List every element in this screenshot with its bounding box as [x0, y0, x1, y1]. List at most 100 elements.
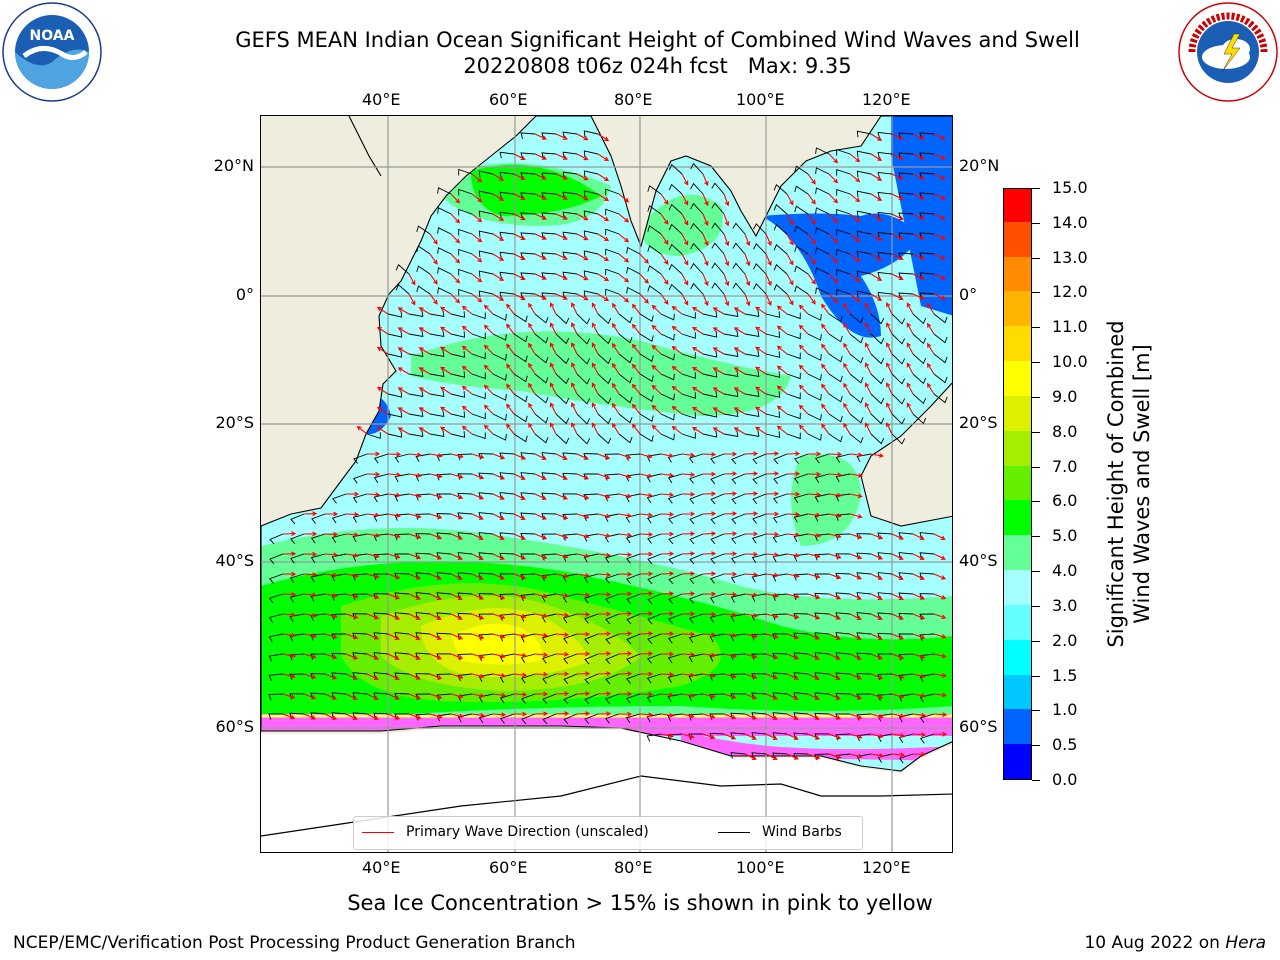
wind-barb: [711, 222, 725, 235]
wind-barb: [730, 693, 746, 700]
wave-direction-arrow: [744, 572, 759, 577]
wave-direction-arrow: [807, 293, 816, 305]
wind-barb: [639, 353, 654, 363]
wind-barb: [499, 693, 515, 704]
wind-barb: [458, 288, 473, 296]
wind-barb: [499, 191, 515, 199]
wave-direction-arrow: [513, 692, 528, 697]
wind-barb: [584, 633, 599, 645]
wave-direction-arrow: [744, 273, 751, 287]
wind-barb: [555, 393, 570, 405]
wave-direction-arrow: [576, 533, 590, 539]
wind-barb: [919, 292, 935, 299]
wind-barb: [828, 433, 843, 443]
wind-barb: [856, 632, 872, 639]
wind-barb: [583, 210, 599, 217]
wind-barb: [689, 573, 704, 585]
wind-barb: [877, 632, 893, 640]
wave-direction-arrow: [661, 531, 675, 537]
wave-direction-arrow: [671, 305, 683, 315]
wave-direction-arrow: [631, 383, 641, 395]
wind-barb: [541, 132, 557, 139]
wave-direction-arrow: [303, 693, 317, 700]
wave-direction-arrow: [933, 533, 946, 540]
wind-barb: [919, 572, 935, 580]
wave-direction-arrow: [870, 453, 884, 458]
wave-direction-arrow: [870, 153, 883, 161]
wave-direction-arrow: [555, 651, 570, 657]
wind-barb: [786, 412, 801, 420]
wind-barb: [793, 732, 809, 740]
wave-direction-arrow: [733, 407, 746, 415]
wave-direction-arrow: [702, 733, 716, 740]
wind-barb: [395, 284, 410, 295]
wave-direction-arrow: [891, 713, 905, 719]
wind-barb: [870, 353, 885, 365]
wave-direction-arrow: [492, 673, 506, 678]
wind-barb: [836, 148, 851, 156]
wave-direction-arrow: [461, 385, 473, 395]
wind-barb: [583, 573, 599, 583]
wave-direction-arrow: [798, 404, 809, 415]
wave-direction-arrow: [440, 306, 452, 315]
wave-direction-arrow: [798, 384, 809, 395]
colorbar-tick: [1032, 292, 1040, 294]
wave-direction-arrow: [513, 473, 526, 480]
wind-barb: [289, 633, 305, 642]
wind-barb: [626, 593, 641, 605]
colorbar-segment: [1004, 604, 1031, 640]
wind-barb: [702, 411, 718, 418]
wave-direction-arrow: [639, 691, 654, 697]
wave-direction-arrow: [906, 322, 914, 335]
wind-barb: [898, 572, 914, 579]
wind-barb: [744, 390, 760, 398]
wind-barb: [815, 267, 830, 275]
wave-direction-arrow: [631, 303, 641, 315]
wave-direction-arrow: [461, 425, 473, 435]
wind-barb: [646, 493, 662, 503]
wind-barb: [730, 593, 746, 603]
wave-direction-arrow: [408, 553, 422, 560]
wave-direction-arrow: [912, 253, 925, 260]
wind-barb: [429, 430, 445, 438]
wave-direction-arrow: [891, 533, 904, 540]
wind-barb: [751, 593, 767, 602]
wind-barb: [647, 633, 662, 644]
wave-direction-arrow: [618, 293, 630, 303]
wind-barb: [605, 613, 620, 625]
wave-direction-arrow: [618, 453, 632, 460]
wave-direction-arrow: [534, 493, 547, 500]
wave-direction-arrow: [891, 293, 904, 301]
wind-barb: [933, 373, 948, 384]
wind-barb: [744, 310, 760, 318]
wind-barb: [626, 613, 641, 625]
wind-barb: [373, 553, 389, 561]
wave-direction-arrow: [849, 553, 863, 560]
wind-barb: [814, 632, 830, 639]
wave-direction-arrow: [933, 653, 947, 659]
wind-barb: [492, 413, 507, 421]
wave-direction-arrow: [660, 453, 674, 459]
wind-barb: [352, 613, 368, 620]
wave-direction-arrow: [681, 193, 689, 206]
wind-barb: [583, 130, 599, 137]
wind-barb: [513, 313, 528, 323]
wave-direction-arrow: [534, 293, 547, 300]
wind-barb: [877, 211, 893, 219]
wave-direction-arrow: [786, 213, 794, 226]
colorbar-tick-label: 3.0: [1052, 595, 1078, 615]
wind-barb: [394, 473, 410, 483]
wave-direction-arrow: [513, 273, 526, 281]
wave-direction-arrow: [324, 552, 339, 558]
wave-direction-arrow: [418, 407, 431, 415]
sea-ice-note: Sea Ice Concentration > 15% is shown in …: [347, 891, 933, 915]
wind-barb: [541, 452, 557, 459]
wave-direction-arrow: [408, 493, 422, 499]
wave-direction-arrow: [513, 173, 526, 181]
wind-barb: [836, 268, 851, 276]
wave-direction-arrow: [450, 233, 461, 244]
wave-direction-arrow: [933, 712, 948, 717]
wind-barb: [268, 653, 284, 662]
wind-barb: [856, 130, 872, 138]
wave-direction-arrow: [891, 193, 904, 201]
